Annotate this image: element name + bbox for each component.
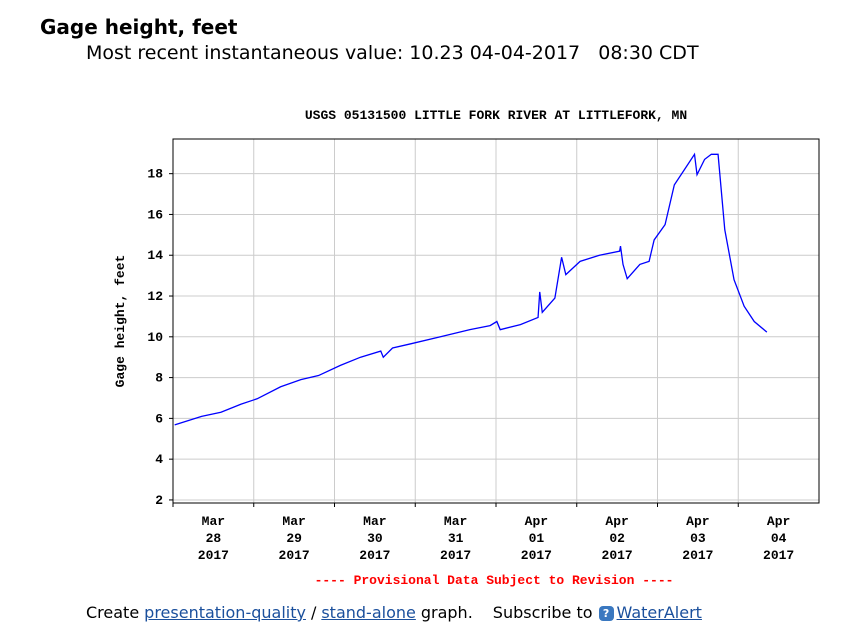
link[interactable]: stand-alone	[321, 603, 416, 622]
icon[interactable]: ?	[598, 606, 614, 621]
y-tick-label: 2	[155, 493, 163, 508]
data-line	[174, 152, 768, 426]
y-tick-label: 10	[147, 330, 163, 345]
x-tick-label: Apr 01 2017	[521, 514, 552, 563]
y-tick-label: 16	[147, 207, 163, 222]
plot-border	[172, 138, 820, 504]
provisional-note: ---- Provisional Data Subject to Revisio…	[315, 573, 674, 588]
y-axis-label: Gage height, feet	[113, 255, 128, 388]
x-tick-label: Mar 28 2017	[198, 514, 229, 563]
link[interactable]: WaterAlert	[616, 603, 702, 622]
footer: Create presentation-quality / stand-alone gr…	[86, 603, 702, 622]
y-tick-label: 8	[155, 371, 163, 386]
y-tick-label: 14	[147, 248, 163, 263]
footer-text: /	[310, 603, 317, 622]
x-tick-label: Mar 30 2017	[359, 514, 390, 563]
link[interactable]: presentation-quality	[144, 603, 306, 622]
y-tick-label: 18	[147, 167, 163, 182]
page-subtitle: Most recent instantaneous value: 10.23 0…	[86, 42, 699, 64]
chart-title: USGS 05131500 LITTLE FORK RIVER AT LITTL…	[305, 108, 687, 123]
footer-text: Create	[86, 603, 140, 622]
footer-text: graph.	[420, 603, 473, 622]
y-tick-label: 12	[147, 289, 163, 304]
y-tick-label: 6	[155, 411, 163, 426]
x-tick-label: Apr 03 2017	[682, 514, 713, 563]
page-title: Gage height, feet	[40, 15, 238, 39]
x-tick-label: Apr 02 2017	[602, 514, 633, 563]
y-tick-label: 4	[155, 452, 163, 467]
x-tick-label: Mar 29 2017	[279, 514, 310, 563]
x-tick-label: Apr 04 2017	[763, 514, 794, 563]
x-tick-label: Mar 31 2017	[440, 514, 471, 563]
footer-text: Subscribe to	[492, 603, 593, 622]
